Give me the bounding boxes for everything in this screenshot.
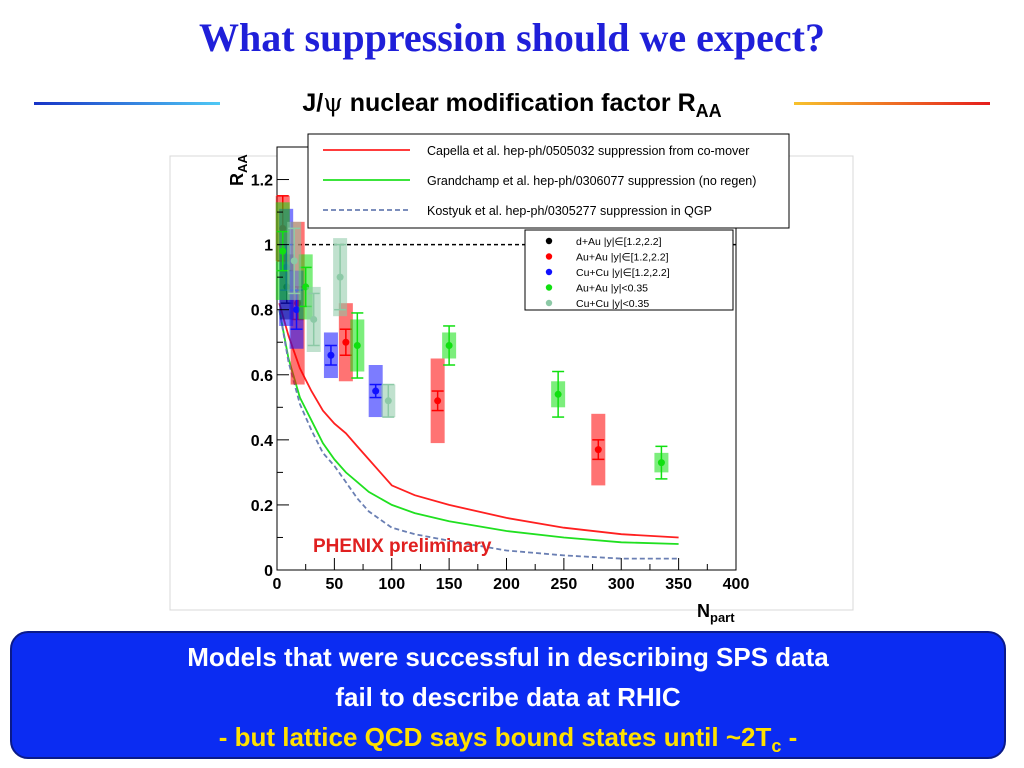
- raa-chart: 0 50 100 150 200 250 300 350 400 0 0.2 0.4 0.6 0.8 1 1.…: [169, 133, 854, 625]
- data-point: [306, 286, 321, 352]
- model-curve: [278, 309, 679, 545]
- data-marker: [445, 341, 453, 349]
- y-tick-label: 0.6: [251, 368, 273, 385]
- y-tick-label: 1: [264, 238, 273, 255]
- x-tick-label: 350: [665, 576, 692, 593]
- data-marker: [342, 338, 350, 346]
- y-tick-label: 1.2: [251, 173, 273, 190]
- data-legend-label: Au+Au |y|<0.35: [576, 283, 648, 295]
- y-tick-label: 0.2: [251, 498, 273, 515]
- data-marker: [279, 247, 287, 255]
- x-axis-label: Npart: [697, 601, 735, 625]
- data-marker: [594, 446, 602, 454]
- model-legend-label: Grandchamp et al. hep-ph/0306077 suppres…: [427, 174, 756, 188]
- y-tick-label: 0.8: [251, 303, 273, 320]
- model-legend: Capella et al. hep-ph/0505032 suppressio…: [307, 133, 790, 229]
- data-marker: [384, 397, 392, 405]
- x-tick-label: 300: [608, 576, 635, 593]
- slide-title: What suppression should we expect?: [198, 15, 826, 60]
- data-legend-box: [524, 229, 734, 311]
- data-marker: [434, 397, 442, 405]
- data-point: [368, 365, 383, 418]
- data-point: [287, 221, 302, 300]
- x-axis-label-main: N: [697, 601, 710, 621]
- x-tick-label: 150: [436, 576, 463, 593]
- data-marker: [310, 315, 318, 323]
- y-tick-label: 0: [264, 563, 273, 580]
- data-marker: [336, 273, 344, 281]
- x-axis-label-sub: part: [710, 610, 735, 625]
- data-point: [430, 358, 445, 444]
- data-marker: [554, 390, 562, 398]
- data-legend-marker: [545, 237, 553, 245]
- data-marker: [372, 387, 380, 395]
- conclusion-line-2: fail to describe data at RHIC: [335, 682, 681, 712]
- model-curve: [278, 302, 679, 539]
- data-point: [381, 383, 396, 418]
- model-curves: [278, 302, 679, 560]
- data-legend-entries: d+Au |y|∈[1.2,2.2] Au+Au |y|∈[1.2,2.2] Cu+…: [545, 236, 670, 310]
- x-tick-label: 400: [723, 576, 750, 593]
- model-legend-label: Kostyuk et al. hep-ph/0305277 suppressio…: [427, 204, 712, 218]
- data-legend-label: Au+Au |y|∈[1.2,2.2]: [576, 252, 669, 264]
- data-marker: [327, 351, 335, 359]
- data-legend-label: Cu+Cu |y|<0.35: [576, 298, 649, 310]
- x-tick-label: 0: [273, 576, 282, 593]
- data-marker: [293, 306, 301, 314]
- axes: 0 50 100 150 200 250 300 350 400 0 0.2 0.4 0.6 0.8 1 1.…: [251, 173, 750, 593]
- data-legend-marker: [545, 284, 553, 291]
- data-point: [275, 202, 290, 300]
- x-tick-label: 50: [325, 576, 343, 593]
- conclusion-line-3-sub: c: [771, 736, 782, 757]
- x-tick-label: 200: [493, 576, 520, 593]
- y-axis-label: RAA: [227, 154, 250, 186]
- chart-title-sub: AA: [695, 101, 722, 121]
- data-legend-label: Cu+Cu |y|∈[1.2,2.2]: [576, 267, 670, 279]
- conclusion-line-3-post: -: [781, 722, 798, 752]
- data-point: [591, 413, 606, 486]
- conclusion-line-3-pre: - but lattice QCD says bound states unti…: [218, 722, 772, 752]
- chart-title-prefix: J/: [302, 89, 324, 117]
- chart-title-psi: ψ: [323, 88, 343, 117]
- data-point: [350, 312, 365, 379]
- data-legend-marker: [545, 268, 553, 276]
- data-legend-label: d+Au |y|∈[1.2,2.2]: [576, 236, 662, 248]
- data-point: [442, 325, 457, 366]
- conclusion-box: Models that were successful in describin…: [10, 631, 1006, 759]
- data-legend: d+Au |y|∈[1.2,2.2] Au+Au |y|∈[1.2,2.2] Cu+…: [524, 229, 734, 311]
- conclusion-line-1: Models that were successful in describin…: [187, 642, 829, 672]
- x-tick-label: 100: [378, 576, 405, 593]
- y-axis-label-main: R: [227, 173, 247, 186]
- data-point: [551, 370, 566, 418]
- y-tick-label: 0.4: [251, 433, 273, 450]
- title-rule-left: [34, 102, 220, 105]
- x-tick-label: 250: [551, 576, 578, 593]
- y-axis-label-sub: AA: [235, 154, 250, 173]
- data-legend-marker: [545, 253, 553, 260]
- title-rule-right: [794, 102, 990, 105]
- model-legend-entries: Capella et al. hep-ph/0505032 suppressio…: [323, 144, 756, 218]
- data-point: [338, 303, 353, 382]
- data-point: [323, 332, 338, 379]
- annotation-text: PHENIX preliminary: [313, 536, 492, 557]
- data-legend-marker: [545, 299, 553, 307]
- chart-title-main: nuclear modification factor R: [342, 89, 696, 117]
- data-points: [275, 195, 669, 486]
- conclusion-line-3: - but lattice QCD says bound states unti…: [12, 717, 1004, 766]
- data-marker: [353, 341, 361, 349]
- model-curve: [278, 309, 679, 560]
- model-legend-label: Capella et al. hep-ph/0505032 suppressio…: [427, 144, 749, 158]
- data-marker: [290, 257, 298, 265]
- data-marker: [657, 459, 665, 467]
- data-point: [654, 445, 669, 480]
- data-point: [333, 238, 348, 317]
- chart-title: J/ψ nuclear modification factor RAA: [0, 88, 1024, 122]
